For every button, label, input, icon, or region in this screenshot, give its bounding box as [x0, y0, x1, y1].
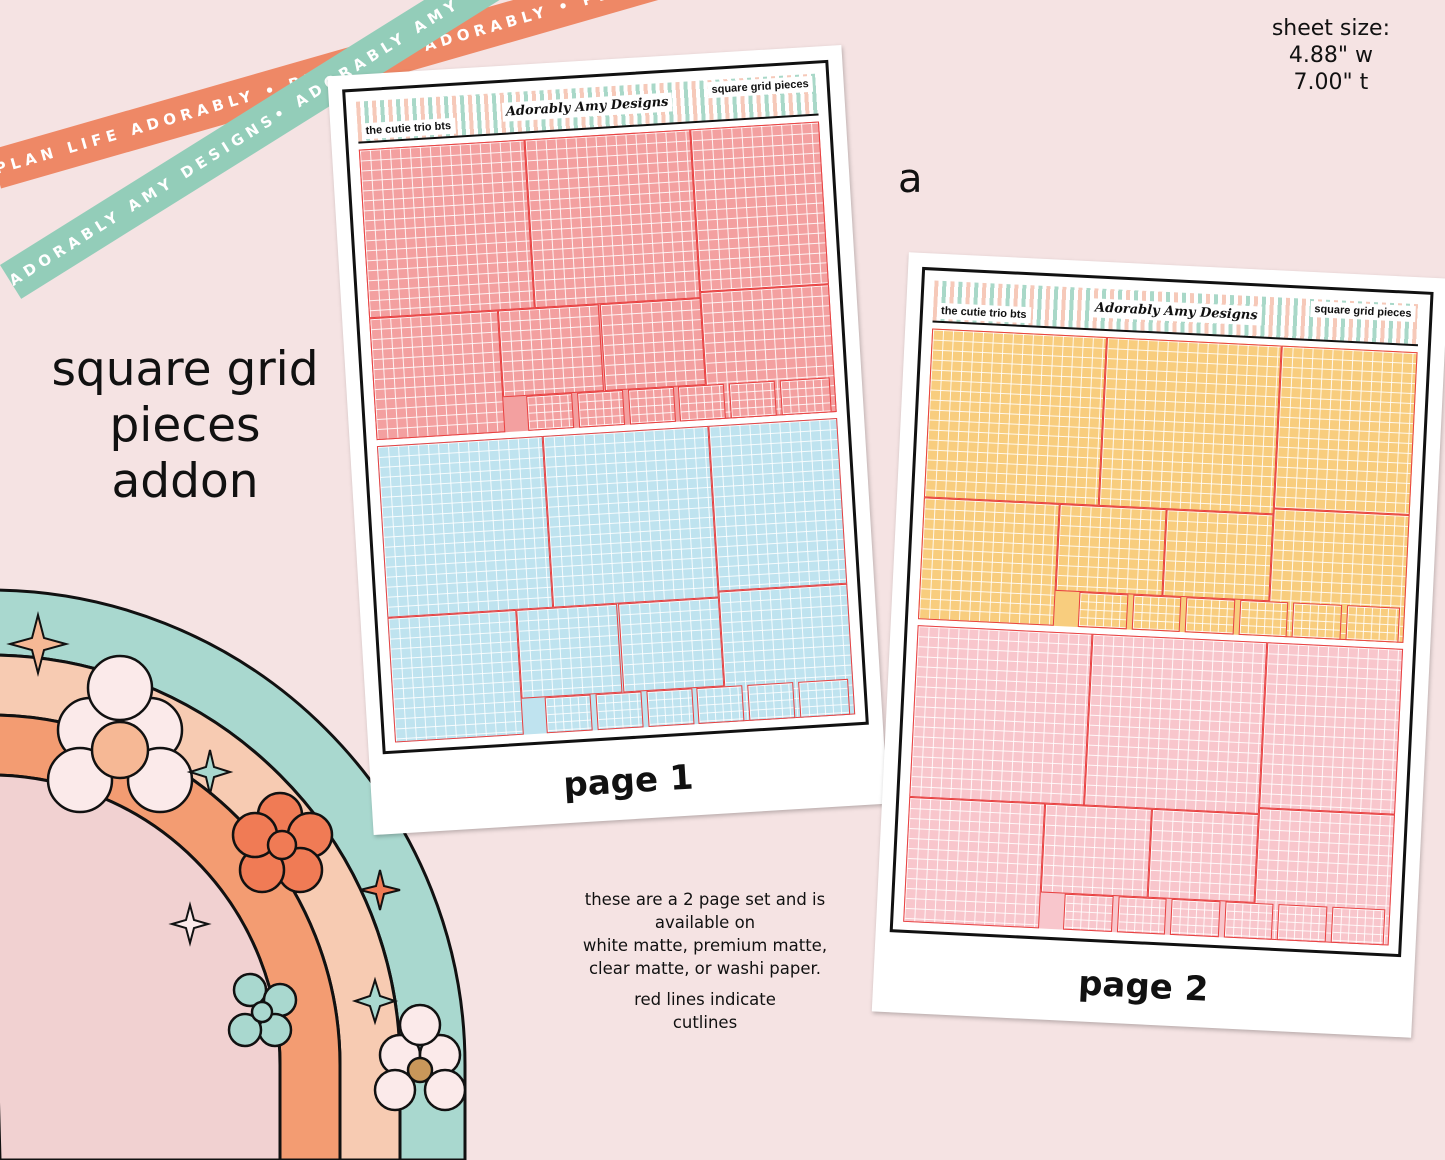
- small-grid-square: [1063, 894, 1114, 932]
- info-line: cutlines: [672, 1013, 738, 1032]
- small-grid-square: [797, 679, 851, 718]
- grid-section-top: [358, 121, 837, 441]
- sheet-height: 7.00" t: [1293, 70, 1369, 95]
- small-grid-square: [1330, 907, 1386, 946]
- small-grid-square: [576, 390, 626, 428]
- info-line: available on: [654, 913, 756, 932]
- grid-square: [516, 603, 623, 700]
- grid-square: [1098, 337, 1282, 515]
- grid-square: [1162, 508, 1274, 602]
- sticker-sheet-page-1: the cutie trio bts Adorably Amy Designs …: [327, 44, 888, 836]
- sheet-header-left: the cutie trio bts: [936, 302, 1031, 324]
- grid-square: [923, 328, 1107, 506]
- sticker-sheet-page-2: the cutie trio bts Adorably Amy Designs …: [871, 252, 1445, 1038]
- small-grid-square: [526, 393, 575, 431]
- small-grid-square: [627, 386, 676, 425]
- grid-square: [376, 435, 554, 619]
- grid-square: [369, 310, 506, 441]
- small-grid-square: [595, 691, 644, 731]
- grid-square: [708, 417, 848, 592]
- small-grid-square: [1223, 901, 1274, 940]
- sheet-header-right: square grid pieces: [707, 75, 814, 99]
- small-grid-square: [1345, 605, 1401, 643]
- sheet-size-info: sheet size: 4.88" w 7.00" t: [1272, 15, 1390, 96]
- sheet-size-label: sheet size:: [1271, 16, 1390, 41]
- brand-logo: Adorably Amy Designs: [501, 92, 673, 122]
- sheet-width: 4.88" w: [1288, 43, 1373, 68]
- sheet-frame: the cutie trio bts Adorably Amy Designs …: [889, 266, 1434, 958]
- grid-square: [917, 497, 1060, 626]
- grid-section-top: [917, 328, 1418, 643]
- grid-square: [909, 625, 1093, 806]
- grid-square: [1273, 345, 1418, 516]
- title-line-3: addon: [111, 454, 259, 509]
- small-grid-square: [678, 383, 727, 422]
- grid-square: [617, 597, 725, 693]
- small-grid-square: [779, 377, 833, 416]
- title-line-1: square grid: [51, 342, 319, 397]
- title-line-2: pieces: [109, 398, 261, 453]
- small-grid-square: [1276, 904, 1328, 943]
- small-grid-square: [1170, 899, 1221, 938]
- sheet-frame: the cutie trio bts Adorably Amy Designs …: [342, 59, 869, 755]
- sparkle-icon: [6, 611, 401, 1026]
- grid-square: [1259, 642, 1404, 815]
- small-grid-square: [1184, 597, 1236, 635]
- small-grid-square: [1116, 896, 1168, 935]
- product-info: these are a 2 page set and is available …: [555, 888, 855, 1042]
- info-line: red lines indicate: [634, 990, 776, 1009]
- grid-square: [542, 425, 719, 608]
- info-line: white matte, premium matte,: [582, 936, 828, 955]
- small-grid-square: [728, 380, 777, 419]
- brand-logo: Adorably Amy Designs: [1090, 298, 1263, 326]
- grid-section-bottom: [376, 417, 856, 743]
- grid-section-bottom: [903, 625, 1404, 946]
- grid-square: [903, 797, 1046, 929]
- info-line: these are a 2 page set and is: [584, 890, 826, 909]
- grid-square: [497, 304, 605, 398]
- grid-square: [599, 297, 706, 392]
- grid-square: [1084, 633, 1268, 815]
- teal-flower-icon: [227, 972, 298, 1048]
- orange-flower-icon: [231, 791, 334, 894]
- grid-square: [1055, 503, 1167, 597]
- small-grid-square: [1078, 592, 1129, 630]
- page-label: page 1: [562, 757, 695, 806]
- grid-square: [1040, 803, 1152, 899]
- rainbow-illustration: [0, 588, 467, 1160]
- sheet-header-left: the cutie trio bts: [361, 117, 456, 140]
- small-grid-square: [1131, 594, 1182, 632]
- grid-square: [1147, 809, 1259, 904]
- grid-area: [903, 328, 1418, 946]
- small-grid-square: [1291, 602, 1342, 640]
- small-grid-square: [696, 685, 745, 724]
- small-grid-square: [645, 688, 695, 728]
- product-title: square grid pieces addon: [20, 342, 350, 510]
- grid-square: [524, 129, 701, 308]
- small-grid-square: [544, 694, 593, 734]
- grid-area: [358, 121, 856, 743]
- small-grid-square: [1238, 599, 1289, 638]
- small-grid-square: [747, 682, 796, 721]
- grid-square: [358, 139, 535, 319]
- variant-label: a: [898, 156, 923, 202]
- info-line: clear matte, or washi paper.: [588, 959, 822, 978]
- sheet-header-right: square grid pieces: [1309, 300, 1416, 323]
- grid-square: [387, 610, 524, 743]
- grid-square: [690, 121, 829, 293]
- page-label: page 2: [1077, 963, 1210, 1010]
- white-flower-icon: [373, 1003, 467, 1112]
- daisy-flower-icon: [46, 654, 194, 814]
